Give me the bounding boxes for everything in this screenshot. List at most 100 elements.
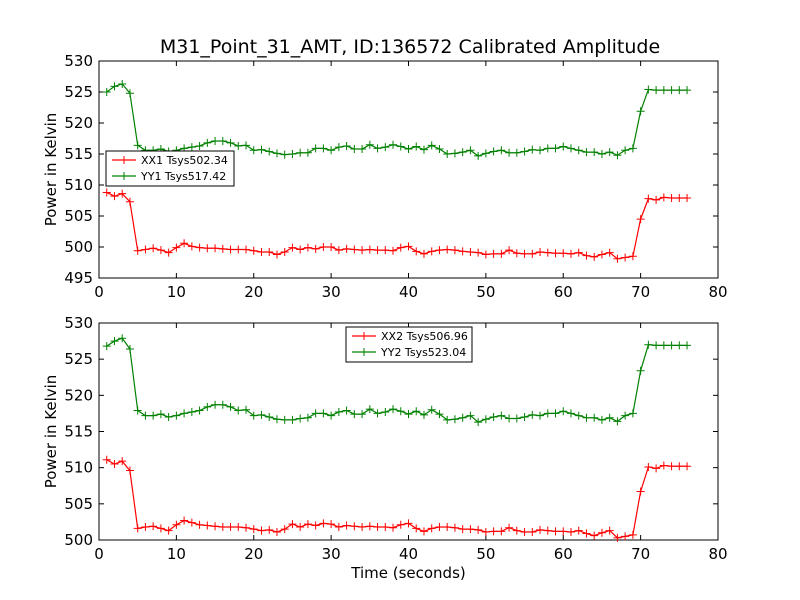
data-point bbox=[334, 246, 343, 255]
data-point bbox=[234, 245, 243, 254]
data-point bbox=[559, 407, 568, 416]
x-tick-label: 70 bbox=[631, 283, 650, 301]
data-point bbox=[621, 411, 630, 420]
data-point bbox=[404, 519, 413, 528]
data-point bbox=[636, 366, 645, 375]
data-point bbox=[102, 88, 111, 96]
data-point bbox=[249, 411, 258, 420]
data-point bbox=[419, 410, 428, 419]
data-point bbox=[396, 520, 405, 529]
data-point bbox=[597, 415, 606, 424]
data-point bbox=[172, 411, 181, 420]
data-point bbox=[156, 246, 165, 255]
data-point bbox=[505, 246, 514, 255]
legend-marker bbox=[120, 156, 128, 164]
data-point bbox=[265, 247, 274, 256]
top-panel: 0 10 20 30 40 50 60 70 80 495 500 505 510 515 520 525 53… bbox=[42, 52, 728, 301]
data-point bbox=[566, 249, 575, 258]
data-point bbox=[311, 144, 320, 153]
data-point bbox=[675, 194, 684, 203]
data-point bbox=[358, 246, 367, 255]
data-point bbox=[419, 249, 428, 258]
data-point bbox=[474, 151, 483, 160]
series-0 bbox=[102, 188, 692, 263]
data-point bbox=[659, 341, 668, 350]
data-point bbox=[528, 145, 537, 154]
data-point bbox=[195, 243, 204, 252]
data-point bbox=[466, 146, 475, 155]
x-tick-label: 80 bbox=[708, 283, 727, 301]
data-point bbox=[211, 136, 220, 145]
y-tick-label: 515 bbox=[64, 145, 93, 163]
data-point bbox=[489, 527, 498, 536]
data-point bbox=[497, 527, 506, 536]
data-point bbox=[505, 523, 514, 532]
x-tick-label: 20 bbox=[244, 545, 263, 563]
data-point bbox=[443, 415, 452, 424]
data-point bbox=[296, 414, 305, 423]
data-point bbox=[675, 86, 684, 95]
data-point bbox=[164, 526, 173, 535]
data-point bbox=[667, 86, 676, 95]
data-point bbox=[520, 413, 529, 422]
data-point bbox=[272, 415, 281, 424]
data-point bbox=[350, 522, 359, 531]
data-point bbox=[582, 148, 591, 157]
data-point bbox=[288, 150, 297, 158]
data-point bbox=[628, 530, 637, 539]
data-point bbox=[203, 402, 212, 411]
data-point bbox=[211, 522, 220, 531]
data-point bbox=[613, 417, 622, 426]
data-point bbox=[574, 411, 583, 420]
y-tick-label: 530 bbox=[64, 314, 93, 332]
data-point bbox=[597, 150, 606, 158]
data-point bbox=[118, 189, 127, 198]
x-tick-label: 80 bbox=[708, 545, 727, 563]
data-point bbox=[458, 247, 467, 256]
data-point bbox=[272, 250, 281, 259]
data-point bbox=[427, 405, 436, 414]
data-point bbox=[389, 405, 398, 414]
data-point bbox=[396, 407, 405, 416]
data-point bbox=[528, 249, 537, 258]
data-point bbox=[350, 245, 359, 254]
data-point bbox=[582, 529, 591, 538]
data-point bbox=[319, 409, 328, 418]
data-point bbox=[528, 528, 537, 537]
data-point bbox=[520, 249, 529, 258]
data-point bbox=[149, 522, 158, 531]
data-point bbox=[621, 146, 630, 155]
data-point bbox=[125, 466, 134, 475]
data-point bbox=[125, 345, 134, 354]
data-point bbox=[102, 188, 111, 197]
data-point bbox=[226, 402, 235, 411]
data-point bbox=[458, 148, 467, 157]
data-point bbox=[551, 144, 560, 153]
data-point bbox=[404, 145, 413, 154]
data-point bbox=[265, 147, 274, 156]
data-point bbox=[443, 150, 452, 158]
data-point bbox=[373, 246, 382, 255]
data-point bbox=[327, 243, 336, 251]
data-point bbox=[218, 400, 227, 409]
legend-marker bbox=[120, 172, 128, 180]
data-point bbox=[396, 142, 405, 151]
data-point bbox=[481, 528, 490, 537]
data-point bbox=[226, 138, 235, 147]
data-point bbox=[489, 249, 498, 258]
data-point bbox=[543, 144, 552, 153]
data-point bbox=[481, 415, 490, 424]
data-point bbox=[110, 460, 119, 469]
data-point bbox=[613, 151, 622, 160]
data-point bbox=[458, 413, 467, 422]
data-point bbox=[203, 521, 212, 530]
y-tick-label: 500 bbox=[64, 238, 93, 256]
data-point bbox=[536, 146, 545, 155]
data-point bbox=[628, 409, 637, 418]
data-point bbox=[195, 406, 204, 415]
data-point bbox=[512, 414, 521, 423]
x-tick-label: 60 bbox=[554, 545, 573, 563]
data-point bbox=[574, 526, 583, 535]
data-point bbox=[311, 244, 320, 253]
data-point bbox=[644, 85, 653, 94]
